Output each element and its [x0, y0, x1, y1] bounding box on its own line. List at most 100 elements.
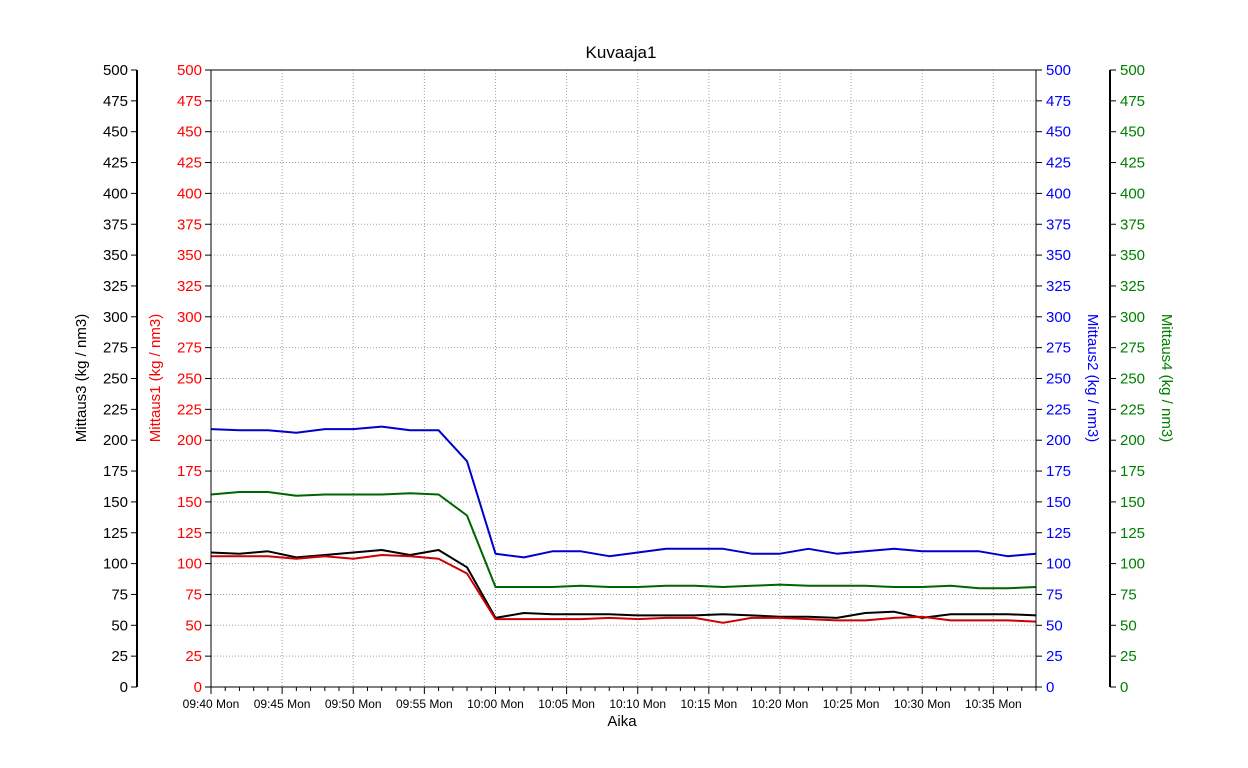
y-tick-label: 300 — [1120, 309, 1145, 326]
y-tick-label: 250 — [177, 371, 202, 388]
y-tick-label: 50 — [1046, 617, 1063, 634]
y-tick-label: 375 — [1046, 216, 1071, 233]
y-axis-mittaus3: 0 25 50 75 100 125 150 175 200 225 250 275 300 325 350… — [73, 62, 138, 696]
y-tick-label: 200 — [177, 432, 202, 449]
y-tick-label: 425 — [1046, 155, 1071, 172]
series-line-mittaus2 — [210, 425, 1037, 559]
y-tick-label: 450 — [1120, 124, 1145, 141]
y-tick-label: 0 — [194, 679, 202, 696]
y-tick-label: 325 — [103, 278, 128, 295]
series-line-mittaus3 — [210, 549, 1037, 619]
y-tick-label: 300 — [103, 309, 128, 326]
y-tick-label: 150 — [103, 494, 128, 511]
y-tick-label: 25 — [111, 648, 128, 665]
chart-title: Kuvaaja1 — [586, 43, 657, 62]
y-tick-label: 300 — [177, 309, 202, 326]
y-tick-label: 350 — [177, 247, 202, 264]
y-tick-label: 25 — [1046, 648, 1063, 665]
y-tick-label: 450 — [1046, 124, 1071, 141]
y-tick-label: 25 — [185, 648, 202, 665]
y-tick-label: 100 — [1046, 556, 1071, 573]
y-tick-label: 325 — [1046, 278, 1071, 295]
y-tick-label: 175 — [103, 463, 128, 480]
y-tick-label: 225 — [177, 401, 202, 418]
grid — [211, 70, 1036, 687]
y-tick-label: 275 — [1120, 340, 1145, 357]
x-tick-label: 09:45 Mon — [254, 697, 311, 711]
y-tick-label: 450 — [103, 124, 128, 141]
y-tick-label: 125 — [1046, 525, 1071, 542]
y-tick-label: 0 — [120, 679, 128, 696]
y-tick-label: 250 — [103, 371, 128, 388]
y-axis-label: Mittaus3 (kg / nm3) — [73, 314, 90, 442]
y-tick-label: 275 — [103, 340, 128, 357]
y-tick-label: 400 — [1046, 185, 1071, 202]
y-tick-label: 125 — [1120, 525, 1145, 542]
y-tick-label: 75 — [1120, 586, 1137, 603]
y-tick-label: 50 — [111, 617, 128, 634]
x-axis: 09:40 Mon 09:45 Mon 09:50 Mon 09:55 Mon 10:0… — [183, 687, 1037, 711]
y-axis-mittaus4: 0 25 50 75 100 125 150 175 200 225 250 275 300 325 350… — [1109, 62, 1175, 696]
y-tick-label: 100 — [103, 556, 128, 573]
y-tick-label: 175 — [1120, 463, 1145, 480]
y-axis-label: Mittaus2 (kg / nm3) — [1084, 314, 1101, 442]
y-tick-label: 325 — [177, 278, 202, 295]
y-tick-label: 500 — [1120, 62, 1145, 79]
y-axis-label: Mittaus4 (kg / nm3) — [1158, 314, 1175, 442]
y-tick-label: 300 — [1046, 309, 1071, 326]
y-tick-label: 250 — [1120, 371, 1145, 388]
y-tick-label: 400 — [1120, 185, 1145, 202]
x-tick-label: 10:00 Mon — [467, 697, 524, 711]
axes-layer: 0255075100125150175200225250275300325350… — [73, 62, 1175, 696]
y-tick-label: 250 — [1046, 371, 1071, 388]
y-tick-label: 350 — [1120, 247, 1145, 264]
x-tick-label: 10:15 Mon — [680, 697, 737, 711]
y-tick-label: 125 — [103, 525, 128, 542]
y-tick-label: 75 — [111, 586, 128, 603]
x-axis-label: Aika — [607, 713, 637, 730]
y-tick-label: 450 — [177, 124, 202, 141]
y-tick-label: 0 — [1046, 679, 1054, 696]
y-tick-label: 375 — [103, 216, 128, 233]
series-layer — [210, 425, 1037, 624]
y-tick-label: 200 — [1120, 432, 1145, 449]
y-tick-label: 400 — [177, 185, 202, 202]
y-tick-label: 500 — [103, 62, 128, 79]
y-tick-label: 475 — [1046, 93, 1071, 110]
y-tick-label: 375 — [1120, 216, 1145, 233]
y-tick-label: 25 — [1120, 648, 1137, 665]
x-tick-label: 09:50 Mon — [325, 697, 382, 711]
y-tick-label: 500 — [1046, 62, 1071, 79]
y-tick-label: 100 — [1120, 556, 1145, 573]
y-tick-label: 325 — [1120, 278, 1145, 295]
y-tick-label: 275 — [177, 340, 202, 357]
y-tick-label: 425 — [1120, 155, 1145, 172]
y-tick-label: 275 — [1046, 340, 1071, 357]
series-line-mittaus1 — [211, 554, 1037, 624]
x-tick-label: 10:05 Mon — [538, 697, 595, 711]
x-tick-label: 09:40 Mon — [183, 697, 240, 711]
series-line-mittaus4 — [210, 491, 1037, 590]
x-tick-label: 10:35 Mon — [965, 697, 1022, 711]
y-tick-label: 500 — [177, 62, 202, 79]
y-tick-label: 400 — [103, 185, 128, 202]
y-tick-label: 425 — [177, 155, 202, 172]
y-tick-label: 225 — [1120, 401, 1145, 418]
y-tick-label: 200 — [1046, 432, 1071, 449]
y-tick-label: 0 — [1120, 679, 1128, 696]
x-tick-label: 10:20 Mon — [752, 697, 809, 711]
y-tick-label: 125 — [177, 525, 202, 542]
y-tick-label: 200 — [103, 432, 128, 449]
y-tick-label: 225 — [1046, 401, 1071, 418]
x-tick-label: 10:25 Mon — [823, 697, 880, 711]
x-tick-label: 10:30 Mon — [894, 697, 951, 711]
y-tick-label: 375 — [177, 216, 202, 233]
y-tick-label: 75 — [185, 586, 202, 603]
y-tick-label: 150 — [177, 494, 202, 511]
x-tick-label: 09:55 Mon — [396, 697, 453, 711]
y-tick-label: 50 — [185, 617, 202, 634]
y-tick-label: 475 — [177, 93, 202, 110]
